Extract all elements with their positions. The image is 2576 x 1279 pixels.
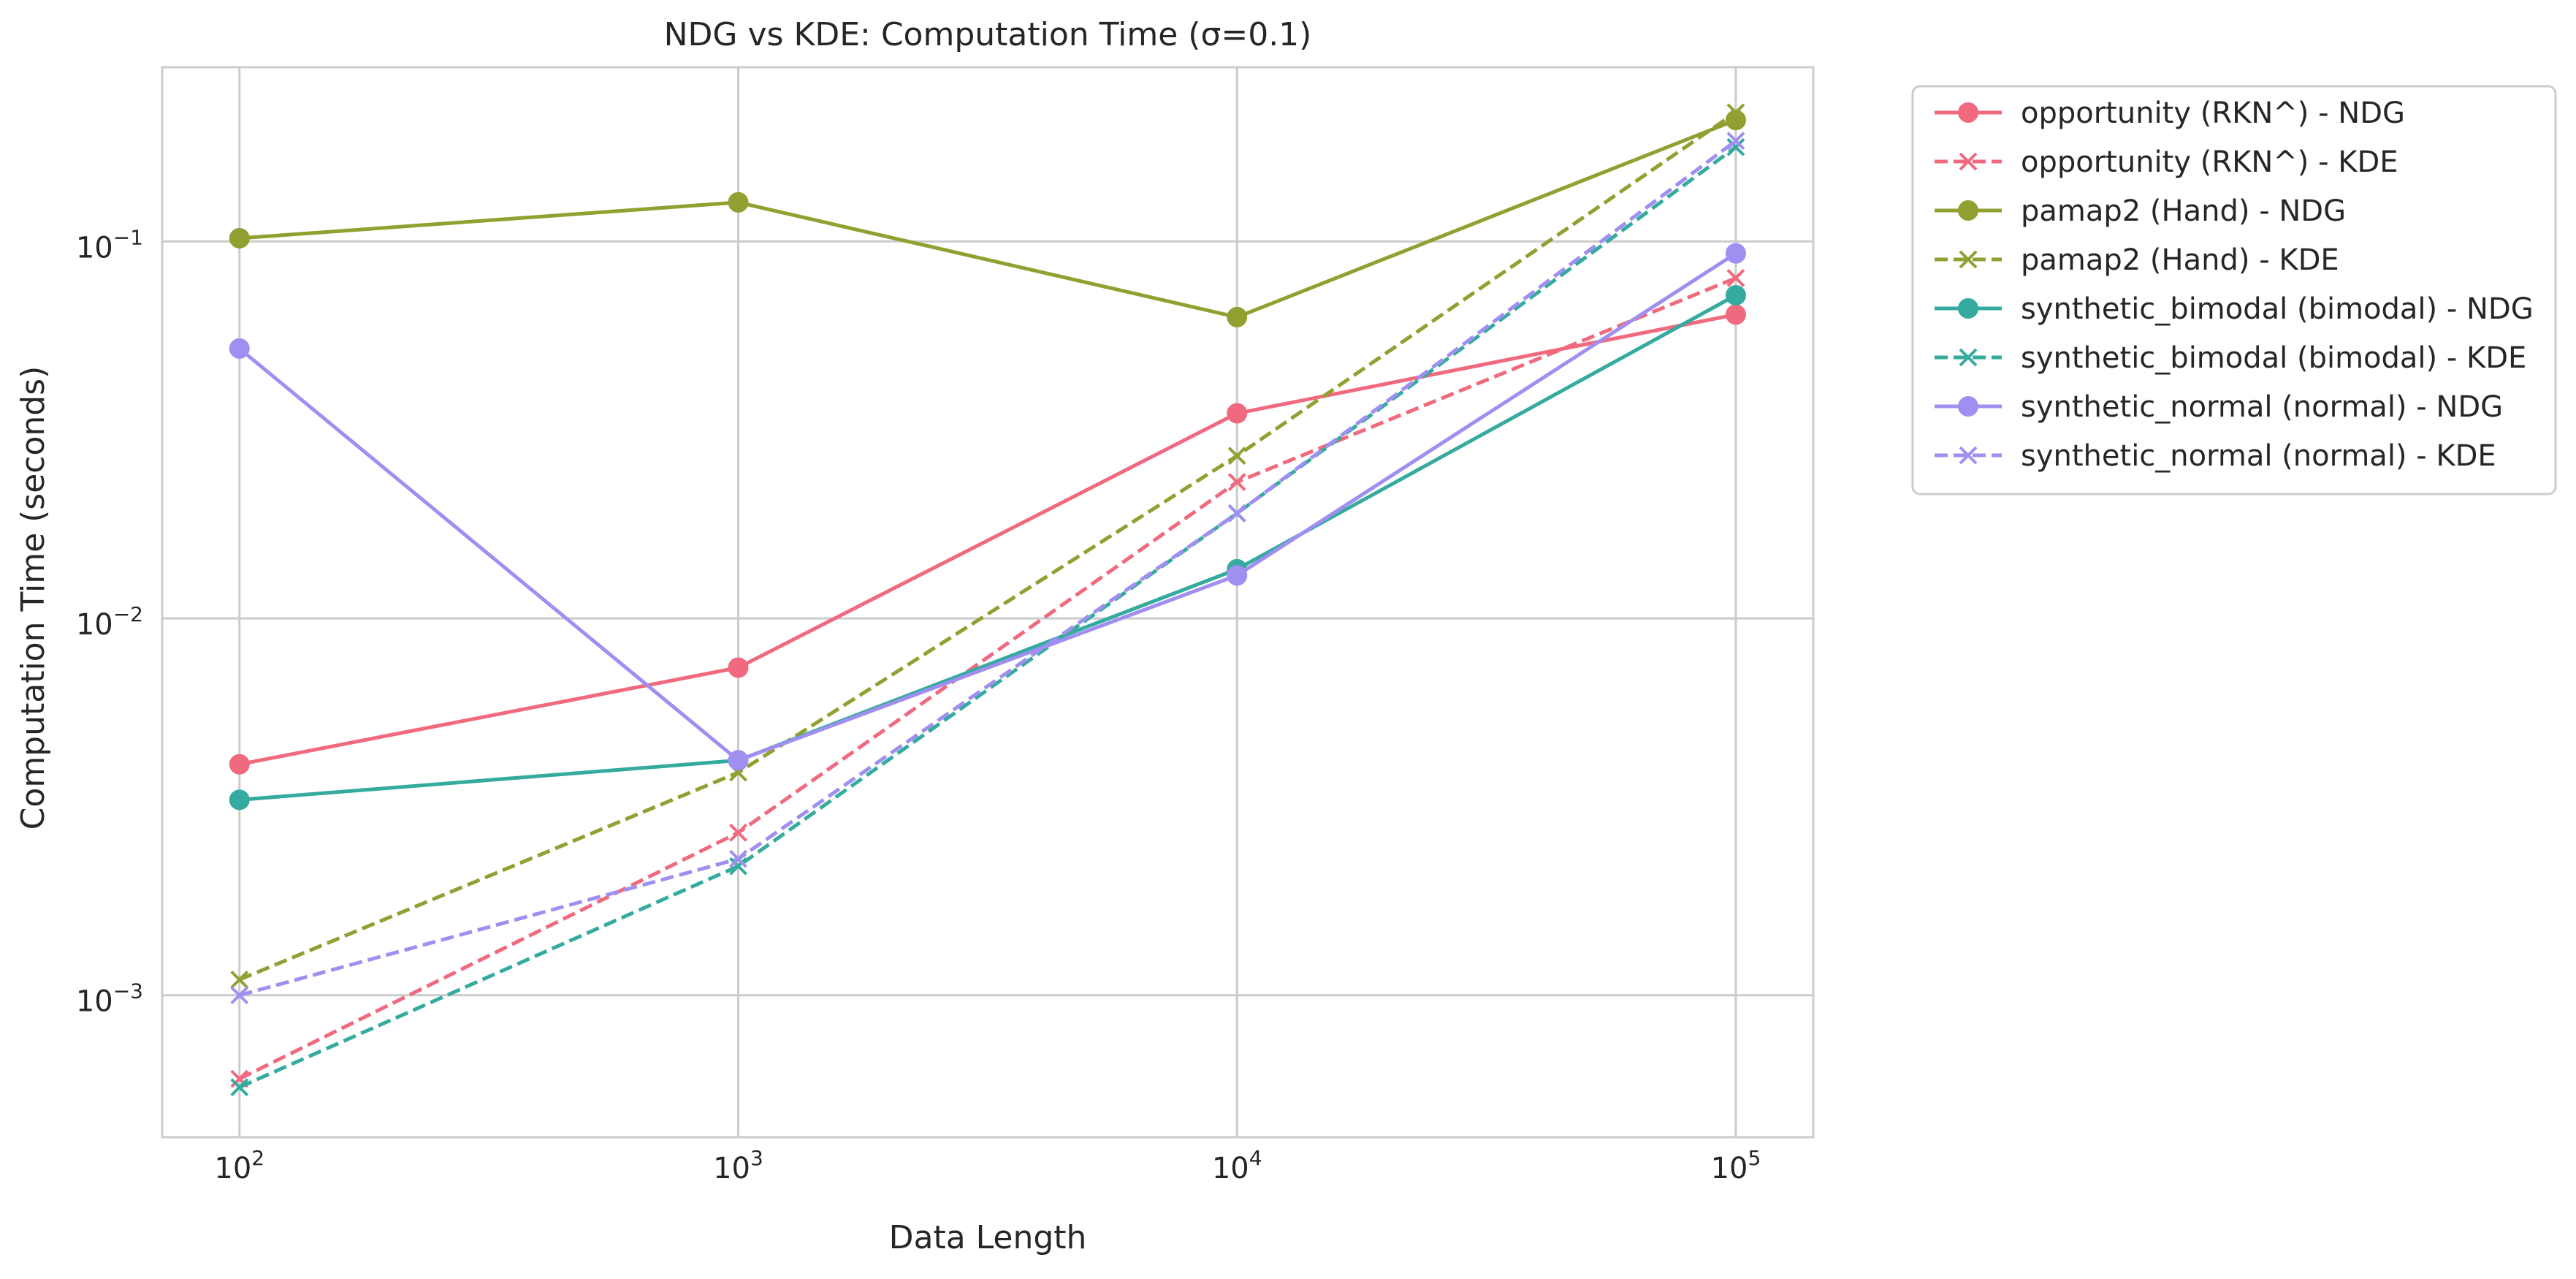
- legend-item: synthetic_bimodal (bimodal) - NDG: [1935, 292, 2534, 326]
- series-line: [238, 145, 1737, 1089]
- y-tick-label: 10−3: [76, 979, 143, 1019]
- series-line: [238, 251, 1737, 762]
- data-point: [1227, 504, 1246, 523]
- y-axis-title: Computation Time (seconds): [15, 366, 52, 830]
- legend-marker: [1958, 298, 1978, 319]
- data-point: [1726, 132, 1745, 151]
- legend-marker: [1959, 152, 1978, 171]
- series-line: [238, 276, 1737, 1081]
- y-tick-label: 10−1: [76, 225, 143, 265]
- legend-box: [1911, 85, 2557, 496]
- y-tick-label: 10−2: [76, 602, 143, 642]
- data-point: [1725, 304, 1746, 325]
- data-point: [1227, 403, 1248, 424]
- legend-item: pamap2 (Hand) - KDE: [1935, 243, 2339, 277]
- legend-marker: [1958, 102, 1978, 123]
- series-line: [239, 139, 1737, 998]
- x-tick-labels: 102 103 104 105: [214, 1146, 1761, 1185]
- legend-marker: [1959, 250, 1978, 269]
- data-point: [230, 970, 249, 989]
- legend-label: pamap2 (Hand) - NDG: [2021, 194, 2346, 228]
- y-tick-labels: 10−3 10−2 10−1: [76, 225, 143, 1018]
- plot-area-frame: [161, 66, 1815, 1139]
- x-tick-label: 102: [214, 1146, 264, 1185]
- series-2: [229, 110, 1746, 327]
- series-line: [239, 118, 1737, 319]
- legend-item: synthetic_normal (normal) - NDG: [1935, 390, 2503, 424]
- series-7: [230, 132, 1745, 1005]
- series-6: [229, 243, 1746, 771]
- legend-label: synthetic_normal (normal) - KDE: [2021, 439, 2496, 473]
- data-point: [1227, 306, 1248, 327]
- data-point: [1227, 565, 1248, 586]
- legend-marker: [1958, 200, 1978, 221]
- legend-item: pamap2 (Hand) - NDG: [1935, 194, 2346, 228]
- legend-marker: [1958, 396, 1978, 417]
- data-point: [728, 750, 749, 771]
- data-point: [728, 657, 749, 678]
- data-point: [1227, 473, 1246, 491]
- series-layer: [229, 103, 1746, 1097]
- legend-label: synthetic_bimodal (bimodal) - NDG: [2021, 292, 2534, 326]
- data-point: [1726, 103, 1745, 122]
- data-point: [729, 857, 747, 876]
- legend-item: opportunity (RKN^) - NDG: [1935, 96, 2405, 130]
- chart-title: NDG vs KDE: Computation Time (σ=0.1): [664, 16, 1312, 53]
- data-point: [729, 849, 747, 868]
- legend-label: opportunity (RKN^) - KDE: [2021, 145, 2398, 179]
- data-point: [1725, 285, 1746, 306]
- legend-item: synthetic_normal (normal) - KDE: [1935, 439, 2496, 473]
- legend: opportunity (RKN^) - NDG opportunity (RKN…: [1911, 85, 2557, 496]
- legend-label: synthetic_bimodal (bimodal) - KDE: [2021, 341, 2526, 375]
- series-line: [239, 312, 1737, 767]
- legend-marker: [1959, 446, 1978, 465]
- series-line: [238, 110, 1737, 982]
- data-point: [229, 789, 250, 811]
- data-point: [229, 754, 250, 775]
- legend-label: synthetic_normal (normal) - NDG: [2021, 390, 2503, 424]
- data-point: [229, 227, 250, 248]
- data-point: [1726, 137, 1745, 156]
- data-point: [1227, 447, 1246, 466]
- data-point: [229, 338, 250, 359]
- legend-marker: [1959, 348, 1978, 367]
- x-tick-label: 103: [713, 1146, 763, 1185]
- legend-label: opportunity (RKN^) - NDG: [2021, 96, 2405, 130]
- series-0: [229, 304, 1746, 775]
- data-point: [728, 191, 749, 213]
- x-axis-title: Data Length: [889, 1219, 1087, 1256]
- legend-label: pamap2 (Hand) - KDE: [2021, 243, 2339, 277]
- data-point: [1726, 268, 1745, 287]
- data-point: [1725, 243, 1746, 264]
- series-3: [230, 103, 1745, 989]
- data-point: [230, 1078, 249, 1097]
- series-line: [239, 293, 1737, 802]
- legend-item: synthetic_bimodal (bimodal) - KDE: [1935, 341, 2526, 375]
- legend-item: opportunity (RKN^) - KDE: [1935, 145, 2398, 179]
- x-tick-label: 104: [1212, 1146, 1262, 1185]
- data-point: [729, 823, 747, 842]
- data-point: [230, 986, 249, 1005]
- x-tick-label: 105: [1711, 1146, 1761, 1185]
